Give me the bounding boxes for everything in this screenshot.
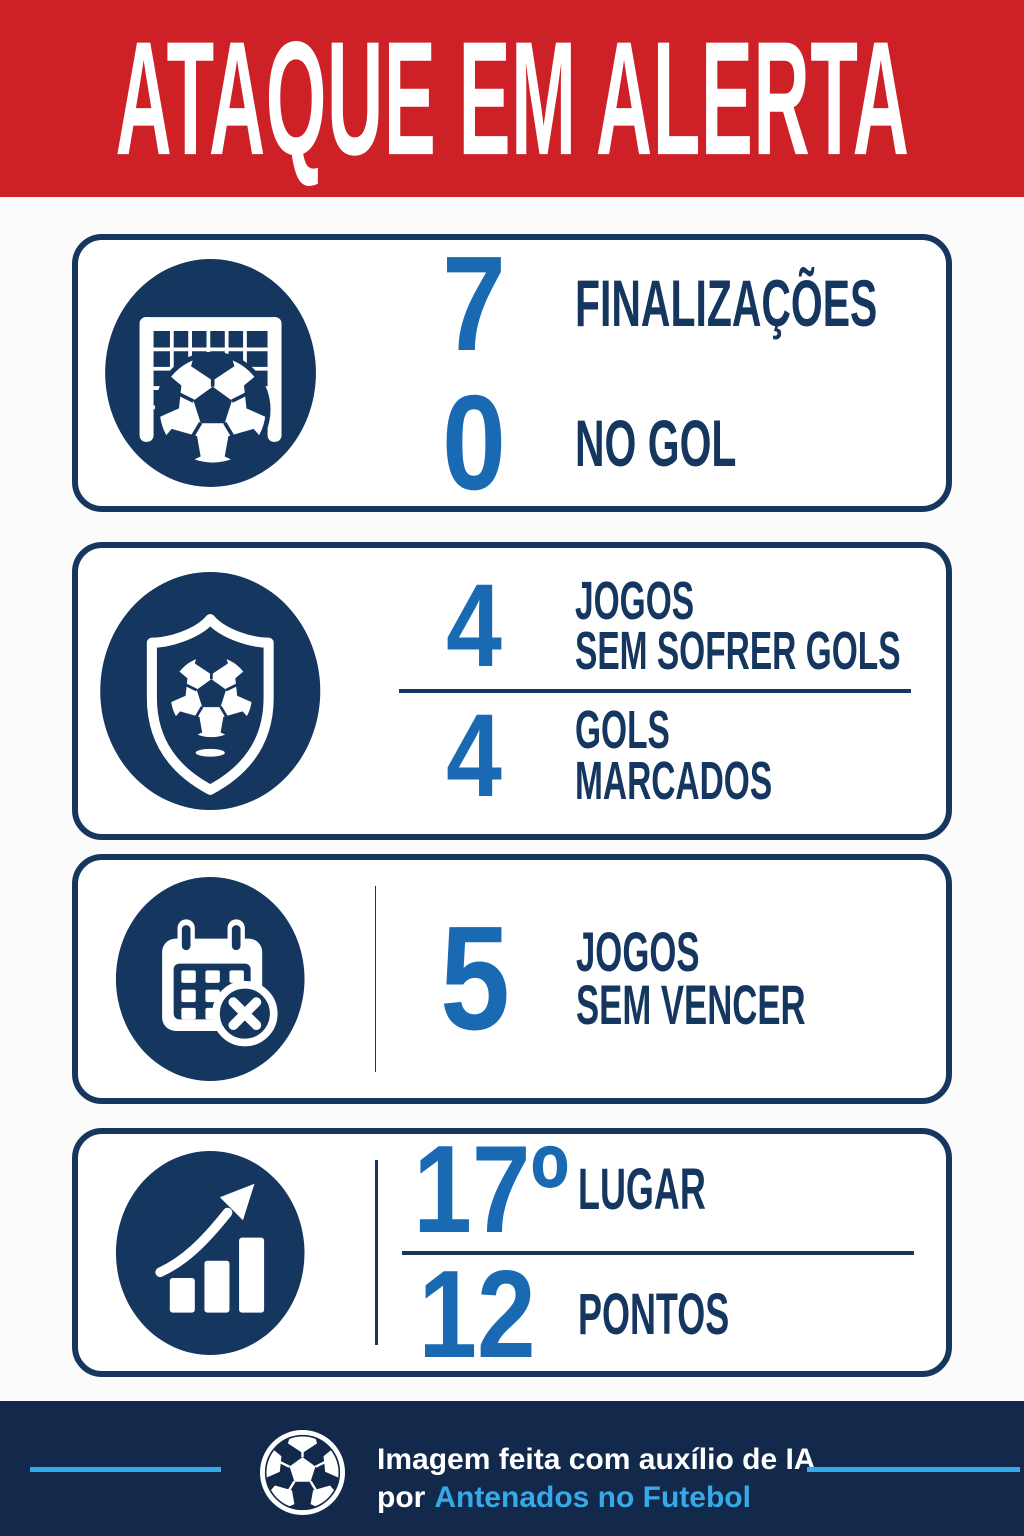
card-icon-cell: [78, 240, 343, 506]
soccer-ball-glyph: [166, 651, 258, 742]
horizontal-divider: [402, 1250, 914, 1255]
footer-right-accent-line: [807, 1467, 1020, 1472]
poster-title: ATAQUE EM ALERTA: [0, 0, 1024, 197]
stat-value: 7: [442, 227, 506, 379]
card-stats: 4 JOGOS SEM SOFRER GOLS 4 GOLS MARCADOS: [375, 548, 1024, 834]
stat-row: 17º LUGAR: [402, 1120, 946, 1259]
vertical-divider: [375, 1160, 378, 1345]
stat-card-finalizacoes: 7 FINALIZAÇÕES 0 NO GOL: [72, 234, 952, 512]
soccer-ball-icon: [260, 1430, 345, 1515]
poster-title-text: ATAQUE EM ALERTA: [114, 7, 910, 189]
stat-label: JOGOS SEM SOFRER GOLS: [575, 570, 901, 682]
card-stats: 5 JOGOS SEM VENCER: [376, 860, 946, 1098]
stat-card-classificacao: 17º LUGAR 12 PONTOS: [72, 1128, 952, 1377]
stat-row: 0 NO GOL: [399, 367, 1024, 518]
credit-text: Imagem feita com auxílio de IA: [377, 1443, 816, 1476]
card-icon-cell: [78, 860, 343, 1098]
stat-label: NO GOL: [575, 405, 737, 480]
shield-ball-icon: [100, 572, 321, 810]
stat-value: 17º: [413, 1120, 569, 1259]
rank-trend-up-icon: [116, 1150, 305, 1355]
stat-row: 12 PONTOS: [402, 1245, 946, 1384]
stat-card-gols: 4 JOGOS SEM SOFRER GOLS 4 GOLS MARCADOS: [72, 542, 952, 840]
header-banner: ATAQUE EM ALERTA: [0, 0, 1024, 197]
stat-value: 5: [439, 896, 510, 1062]
card-icon-cell: [78, 548, 343, 834]
soccer-ball-glyph: [152, 349, 272, 468]
stat-value: 4: [446, 689, 502, 822]
credit-block: Imagem feita com auxílio de IA por Antena…: [377, 1443, 815, 1515]
stat-row: 5 JOGOS SEM VENCER: [400, 896, 946, 1062]
stat-row: 4 JOGOS SEM SOFRER GOLS: [399, 560, 1024, 693]
stat-label: PONTOS: [578, 1281, 730, 1347]
card-stats: 17º LUGAR 12 PONTOS: [378, 1120, 946, 1384]
card-icon-cell: [78, 1134, 343, 1371]
stat-label: GOLS MARCADOS: [575, 700, 773, 811]
footer-credit-bar: Imagem feita com auxílio de IA por Antena…: [0, 1401, 1024, 1536]
stat-label: LUGAR: [578, 1156, 706, 1222]
goal-net-ball-icon: [105, 259, 316, 487]
stat-label: JOGOS SEM VENCER: [575, 920, 806, 1036]
brand-name: Antenados no Futebol: [434, 1481, 751, 1514]
stat-value: 12: [418, 1245, 536, 1384]
stat-label: FINALIZAÇÕES: [575, 266, 878, 341]
calendar-x-icon: [116, 877, 305, 1081]
stat-value: 4: [446, 560, 502, 693]
stat-row: 4 GOLS MARCADOS: [399, 689, 1024, 822]
footer-left-accent-line: [30, 1467, 221, 1472]
card-stats: 7 FINALIZAÇÕES 0 NO GOL: [375, 227, 1024, 518]
stat-value: 0: [442, 367, 506, 518]
vertical-divider: [375, 886, 376, 1072]
credit-byline: por Antenados no Futebol: [377, 1481, 815, 1515]
horizontal-divider: [399, 689, 911, 693]
stat-row: 7 FINALIZAÇÕES: [399, 227, 1024, 379]
stat-card-jogos-sem-vencer: 5 JOGOS SEM VENCER: [72, 854, 952, 1104]
credit-prefix: por: [377, 1481, 426, 1514]
